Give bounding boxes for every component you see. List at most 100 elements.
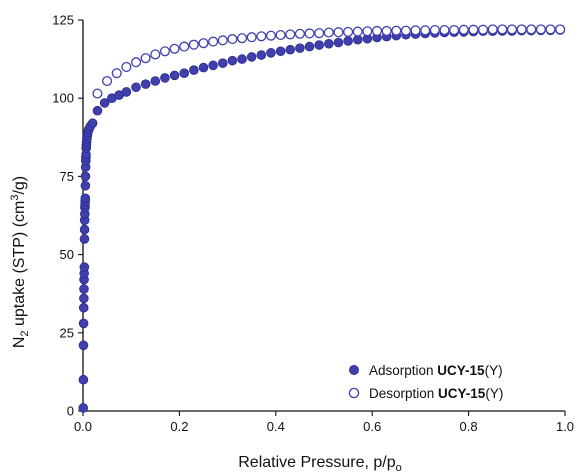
data-points (78, 24, 566, 413)
adsorption-point (80, 171, 91, 182)
desorption-point (439, 24, 450, 36)
adsorption-point (314, 40, 324, 50)
desorption-point (121, 61, 132, 72)
desorption-point (497, 24, 508, 35)
adsorption-point (169, 70, 180, 81)
adsorption-point (246, 52, 257, 62)
desorption-point (526, 24, 537, 35)
series-adsorption (78, 25, 565, 413)
desorption-point (188, 39, 199, 50)
desorption-point (478, 24, 489, 35)
desorption-point (323, 27, 334, 38)
y-tick-label: 0 (67, 404, 74, 419)
desorption-point (169, 43, 180, 54)
adsorption-point (131, 82, 141, 93)
legend-adsorption-plain: Adsorption (369, 363, 437, 378)
legend: Adsorption UCY-15(Y) Desorption UCY-15 (Y… (348, 363, 503, 401)
y-axis-title-part-4: /g) (11, 176, 28, 195)
adsorption-point (198, 62, 209, 73)
adsorption-point (208, 60, 218, 71)
adsorption-point (189, 65, 199, 75)
desorption-point (265, 30, 277, 41)
y-tick-label: 75 (60, 169, 74, 184)
adsorption-point (285, 44, 296, 55)
series-desorption (92, 24, 566, 99)
adsorption-point (79, 224, 90, 235)
desorption-point (140, 53, 151, 64)
adsorption-point (160, 73, 170, 83)
legend-desorption-plain: Desorption (369, 386, 438, 401)
x-tick-label: 0.0 (74, 419, 92, 434)
x-tick-label: 0.6 (363, 419, 381, 434)
adsorption-point (256, 50, 267, 60)
desorption-point (391, 25, 402, 36)
desorption-point (285, 29, 296, 40)
adsorption-point (79, 293, 89, 304)
desorption-point (516, 24, 527, 35)
legend-label-adsorption: Adsorption UCY-15(Y) (369, 363, 503, 378)
adsorption-point (324, 38, 334, 49)
adsorption-point (295, 43, 305, 53)
desorption-point (410, 25, 421, 36)
desorption-point (420, 25, 431, 36)
desorption-point (487, 24, 498, 35)
desorption-point (92, 88, 103, 99)
desorption-point (429, 24, 440, 36)
desorption-point (198, 38, 209, 49)
adsorption-point (140, 79, 151, 89)
desorption-point (208, 36, 219, 47)
desorption-point (555, 24, 566, 35)
adsorption-point (217, 58, 228, 68)
adsorption-point (333, 37, 344, 48)
adsorption-point (79, 234, 90, 244)
y-tick-label: 50 (60, 247, 74, 262)
legend-adsorption-suffix: (Y) (485, 363, 503, 378)
desorption-point (217, 35, 228, 46)
adsorption-point (121, 87, 132, 97)
desorption-point (352, 26, 363, 37)
legend-marker-adsorption (348, 364, 359, 375)
adsorption-point (237, 54, 247, 64)
tick-group: 0.0 0.2 0.4 0.6 0.8 1.0 0 25 50 75 100 125 (52, 13, 574, 435)
y-axis-title-part-2: uptake (STP) (cm (11, 201, 28, 331)
desorption-point (458, 24, 469, 35)
y-tick-label: 25 (60, 325, 74, 340)
desorption-point (343, 26, 354, 37)
desorption-point (371, 25, 383, 37)
adsorption-point (78, 340, 89, 351)
adsorption-point (79, 284, 89, 294)
y-axis-title: N2 uptake (STP) (cm3/g) (9, 176, 31, 348)
desorption-point (237, 33, 248, 44)
desorption-point (102, 75, 113, 87)
desorption-point (400, 25, 411, 36)
x-axis-title: Relative Pressure, p/po (238, 454, 402, 474)
x-tick-label: 0.4 (267, 419, 285, 434)
adsorption-point (78, 302, 89, 313)
adsorption-point (179, 68, 190, 78)
legend-desorption-bold: UCY-15 (438, 386, 486, 401)
adsorption-point (80, 193, 91, 204)
y-axis-title-part-3: 3 (9, 195, 21, 201)
adsorption-point (343, 36, 353, 46)
desorption-point (362, 26, 373, 37)
x-tick-label: 0.2 (170, 419, 188, 434)
desorption-point (246, 32, 257, 43)
desorption-point (227, 34, 238, 45)
y-axis-title-part-1: 2 (19, 330, 31, 336)
desorption-point (294, 28, 305, 39)
adsorption-point (150, 76, 161, 86)
adsorption-point (87, 118, 98, 129)
desorption-point (159, 46, 170, 57)
adsorption-point (304, 41, 315, 52)
x-axis-title-sub: o (396, 462, 402, 474)
adsorption-point (80, 180, 91, 191)
adsorption-point (227, 55, 238, 66)
desorption-point (111, 68, 122, 79)
y-tick-label: 125 (52, 13, 74, 28)
adsorption-point (266, 48, 276, 58)
adsorption-point (79, 262, 90, 272)
desorption-point (468, 24, 479, 35)
desorption-point (179, 41, 190, 52)
desorption-point (381, 25, 392, 37)
